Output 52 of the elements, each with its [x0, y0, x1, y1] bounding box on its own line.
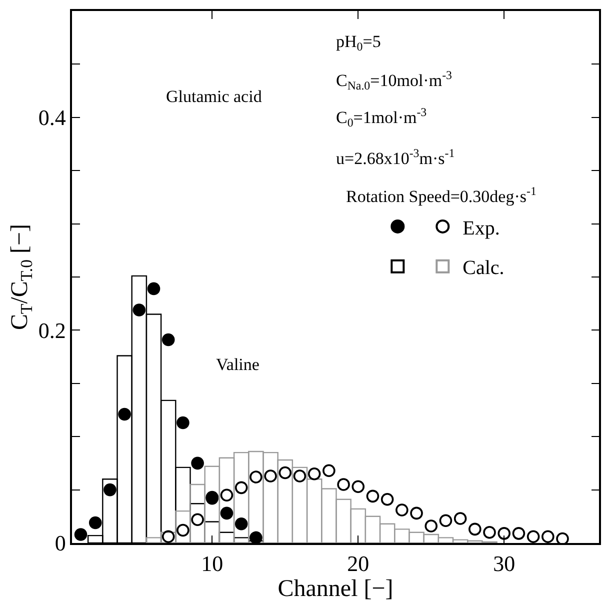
point — [322, 464, 336, 478]
point — [220, 488, 234, 502]
point — [352, 480, 365, 494]
x-tick-label: 30 — [493, 551, 516, 576]
point — [512, 527, 526, 540]
annotation: Valine — [216, 355, 260, 374]
x-tick-label: 10 — [201, 551, 224, 576]
point — [380, 492, 394, 506]
annotation: C$_{0}$=1mol·m$^{-3}$ — [336, 105, 427, 130]
point — [147, 282, 160, 296]
point — [104, 483, 116, 496]
point — [483, 526, 496, 539]
point — [454, 512, 467, 525]
point — [74, 528, 88, 541]
point — [191, 456, 204, 470]
point — [439, 514, 452, 528]
point — [396, 504, 408, 516]
point — [88, 516, 102, 530]
point — [410, 506, 423, 520]
point — [250, 531, 262, 543]
annotation: pH$_{0}$=5 — [336, 32, 381, 54]
point — [468, 522, 482, 536]
point — [132, 304, 146, 316]
point — [337, 478, 350, 491]
point — [556, 532, 569, 543]
x-axis-title: Channel [−] — [278, 576, 394, 602]
annotation: Rotation Speed=0.30deg·s$^{-1}$ — [346, 184, 536, 206]
point — [278, 466, 292, 480]
annotation: u=2.68x10$^{-3}$m·s$^{-1}$ — [336, 146, 455, 168]
legend-label: Calc. — [462, 257, 504, 280]
point — [424, 520, 438, 532]
y-tick-label: 0.4 — [38, 105, 66, 130]
point — [162, 333, 175, 346]
point — [542, 530, 554, 543]
point — [220, 506, 234, 520]
point — [308, 467, 321, 480]
point — [250, 470, 262, 484]
point — [526, 530, 540, 543]
point — [264, 470, 277, 482]
point — [234, 481, 248, 494]
point — [293, 470, 306, 482]
y-tick-label: 0 — [54, 530, 66, 556]
annotation: C$_{Na.0}$=10mol·m$^{-3}$ — [336, 68, 452, 93]
x-tick-label: 20 — [347, 551, 370, 576]
annotation: Glutamic acid — [166, 87, 262, 106]
point — [176, 416, 190, 430]
point — [498, 527, 511, 540]
point — [234, 517, 248, 530]
point — [118, 408, 131, 421]
legend-label: Exp. — [462, 217, 500, 240]
y-tick-label: 0.2 — [38, 318, 66, 343]
point — [366, 490, 380, 503]
